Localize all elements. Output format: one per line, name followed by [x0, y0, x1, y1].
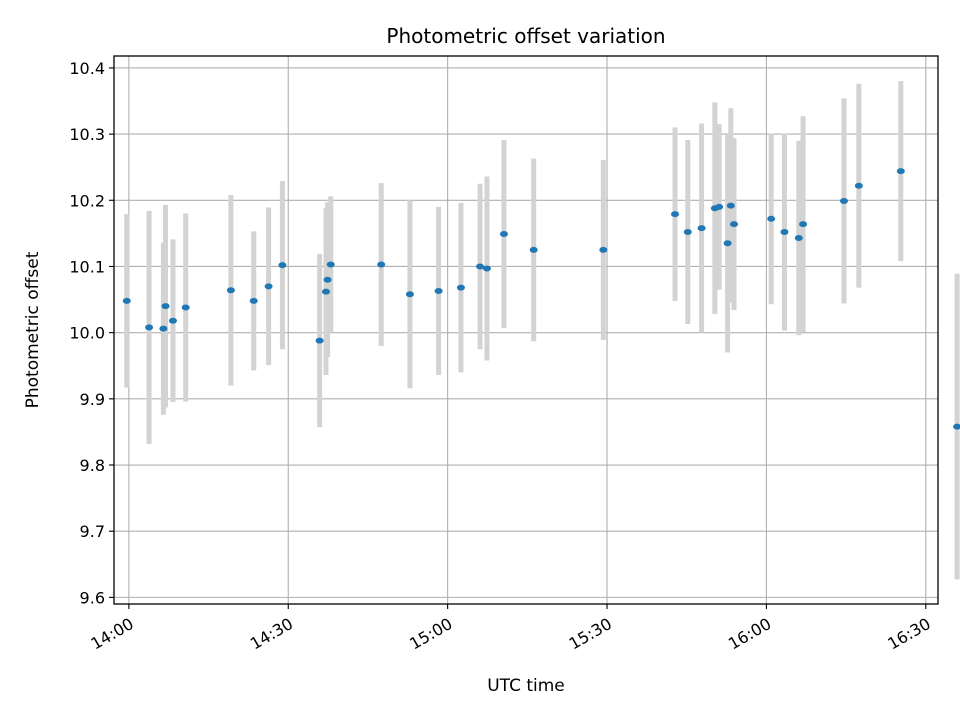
data-point — [456, 284, 465, 291]
data-point — [168, 317, 177, 324]
data-point — [145, 324, 154, 331]
y-tick-label: 9.9 — [80, 390, 105, 409]
data-point — [697, 225, 706, 232]
chart-title: Photometric offset variation — [386, 24, 665, 48]
y-tick-label: 10.4 — [69, 59, 105, 78]
data-point — [499, 231, 508, 238]
data-point — [671, 211, 680, 218]
y-tick-label: 9.7 — [80, 522, 105, 541]
data-point — [434, 287, 443, 294]
data-point — [723, 240, 732, 247]
data-point — [122, 297, 131, 304]
data-point — [226, 287, 235, 294]
data-point — [896, 168, 905, 175]
data-point — [953, 423, 960, 430]
y-tick-label: 10.0 — [69, 324, 105, 343]
data-point — [839, 197, 848, 204]
plot-frame — [113, 55, 939, 605]
data-point — [529, 246, 538, 253]
y-tick-label: 10.1 — [69, 257, 105, 276]
data-point — [767, 215, 776, 222]
x-axis-label: UTC time — [487, 676, 565, 696]
data-point — [278, 262, 287, 269]
data-point — [599, 246, 608, 253]
data-point — [726, 202, 735, 209]
data-point — [405, 291, 414, 298]
data-point — [482, 265, 491, 272]
data-point — [159, 325, 168, 332]
data-point — [476, 263, 485, 270]
y-axis-label: Photometric offset — [23, 251, 43, 408]
data-point — [683, 229, 692, 236]
y-tick-label: 10.2 — [69, 191, 105, 210]
data-point — [794, 235, 803, 242]
data-point — [321, 288, 330, 295]
data-point — [715, 203, 724, 210]
y-tick-label: 9.6 — [80, 588, 105, 607]
data-points — [122, 168, 960, 430]
data-point — [181, 304, 190, 311]
y-tick-label: 9.8 — [80, 456, 105, 475]
data-point — [326, 261, 335, 268]
data-point — [323, 276, 332, 283]
data-point — [780, 229, 789, 236]
data-point — [377, 261, 386, 268]
data-point — [799, 221, 808, 228]
data-point — [729, 221, 738, 228]
y-tick-label: 10.3 — [69, 125, 105, 144]
data-point — [315, 337, 324, 344]
data-point — [161, 303, 170, 310]
data-point — [264, 283, 273, 290]
data-point — [854, 182, 863, 189]
data-point — [249, 297, 258, 304]
